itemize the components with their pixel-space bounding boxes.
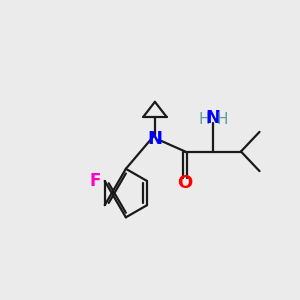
Text: H: H — [199, 112, 210, 128]
Text: H: H — [216, 112, 228, 128]
Text: N: N — [206, 109, 220, 127]
Text: O: O — [178, 174, 193, 192]
Text: N: N — [147, 130, 162, 148]
Text: F: F — [89, 172, 100, 190]
